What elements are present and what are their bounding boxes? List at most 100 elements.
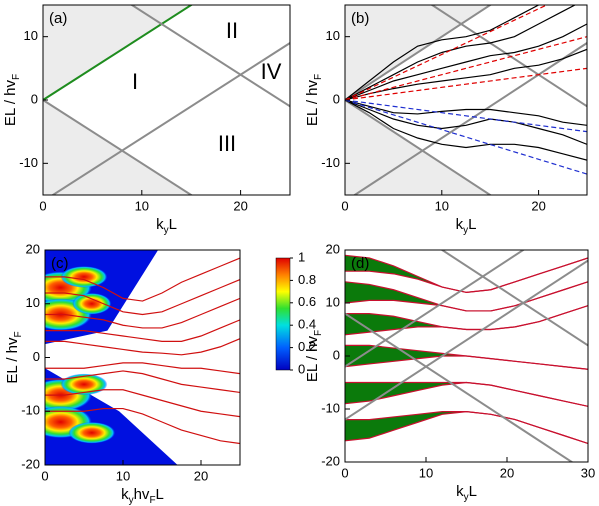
panel-label: (a) <box>49 10 67 27</box>
line <box>345 411 588 445</box>
heatmap-blob <box>72 293 112 315</box>
y-tick-label: 0 <box>333 347 340 362</box>
shaded-region <box>345 5 587 100</box>
region-label: IV <box>261 59 282 84</box>
x-axis-label-part: k <box>156 216 164 233</box>
y-tick-label: 0 <box>33 349 40 364</box>
x-axis-label-part: y <box>129 495 134 506</box>
y-tick-label: -10 <box>321 400 340 415</box>
line <box>430 5 587 108</box>
y-tick-label: 0 <box>31 91 38 106</box>
x-axis-label-part: k <box>121 486 129 503</box>
line <box>45 279 240 316</box>
line <box>45 257 240 302</box>
line <box>345 99 587 175</box>
colorbar-tick-label: 0.6 <box>298 294 316 309</box>
line <box>45 389 240 418</box>
x-tick-label: 20 <box>194 468 208 483</box>
line <box>345 5 577 101</box>
line <box>345 99 587 126</box>
x-axis-label-part: k <box>456 216 464 233</box>
plot-area <box>345 250 588 462</box>
line <box>345 99 587 145</box>
x-tick-label: 10 <box>116 468 130 483</box>
region-label: III <box>218 131 236 156</box>
y-axis-label-part: EL / hv <box>4 337 21 384</box>
x-axis-label: kyL <box>456 216 477 236</box>
y-axis-label-part: F <box>13 331 24 337</box>
y-axis-label-part: F <box>313 74 324 80</box>
panel-label: (c) <box>51 255 69 272</box>
y-axis-label-part: EL / hv <box>2 79 19 126</box>
band-fill <box>345 345 588 370</box>
plot-area <box>45 250 240 465</box>
line <box>130 5 290 108</box>
x-tick-label: 10 <box>435 198 449 213</box>
line <box>345 23 587 101</box>
line <box>345 99 587 161</box>
y-tick-label: 20 <box>326 241 340 256</box>
line <box>345 250 526 368</box>
line <box>45 407 240 445</box>
y-tick-label: -10 <box>21 403 40 418</box>
line <box>345 281 588 312</box>
line <box>345 5 549 101</box>
y-tick-label: 10 <box>326 294 340 309</box>
y-tick-label: 10 <box>24 28 38 43</box>
x-tick-label: 20 <box>500 465 514 480</box>
line <box>345 48 587 101</box>
colorbar-tick-label: 0.2 <box>298 339 316 354</box>
colorbar-tick-label: 0.4 <box>298 317 316 332</box>
x-axis-label-part: hv <box>134 486 150 503</box>
line <box>440 250 588 347</box>
line <box>345 67 587 101</box>
y-tick-label: -20 <box>321 453 340 468</box>
shaded-region <box>43 5 290 100</box>
colorbar-tick-label: 0.8 <box>298 272 316 287</box>
x-axis-label-part: k <box>456 483 464 500</box>
x-axis-label-part: L <box>156 486 164 503</box>
region-label: I <box>132 69 138 94</box>
x-tick-label: 10 <box>419 465 433 480</box>
y-axis-label-part: EL / hv <box>304 79 321 126</box>
shaded-region <box>43 100 290 195</box>
x-axis-label-part: L <box>169 216 177 233</box>
y-axis-label: EL / hvF <box>304 74 324 126</box>
x-axis-label: kyhvFL <box>121 486 164 506</box>
line <box>45 319 240 342</box>
line <box>43 99 194 195</box>
y-axis-label: EL / hvF <box>4 331 24 383</box>
x-axis-label: kyL <box>156 216 177 236</box>
x-tick-label: 30 <box>581 465 595 480</box>
panel: 0 10 20 -10 0 10 kyL EL / hvF (b) <box>304 4 588 236</box>
heatmap-blob <box>60 373 108 396</box>
line <box>45 362 240 375</box>
y-tick-label: -10 <box>19 155 38 170</box>
line <box>345 257 588 294</box>
shaded-region <box>345 100 587 195</box>
y-axis-label-part: EL / hv <box>304 335 321 382</box>
x-axis-label-part: y <box>164 225 169 236</box>
y-tick-label: 10 <box>326 28 340 43</box>
y-tick-label: -10 <box>321 155 340 170</box>
band-fill <box>345 411 588 444</box>
line <box>45 338 240 356</box>
x-axis-label-part: L <box>469 483 477 500</box>
y-axis-label: EL / hvF <box>304 330 324 382</box>
y-tick-label: 0 <box>333 91 340 106</box>
x-axis-label-part: L <box>468 216 476 233</box>
line <box>345 355 588 370</box>
x-axis-label-part: y <box>464 492 469 503</box>
heatmap-blob <box>60 266 108 288</box>
line <box>345 99 493 195</box>
line <box>43 5 194 101</box>
line <box>51 42 290 195</box>
plot-area <box>345 5 587 195</box>
plot-area <box>43 5 290 195</box>
x-tick-label: 20 <box>531 198 545 213</box>
x-axis-label-part: y <box>463 225 468 236</box>
band-fill <box>345 382 588 407</box>
y-axis-label-part: F <box>313 330 324 336</box>
